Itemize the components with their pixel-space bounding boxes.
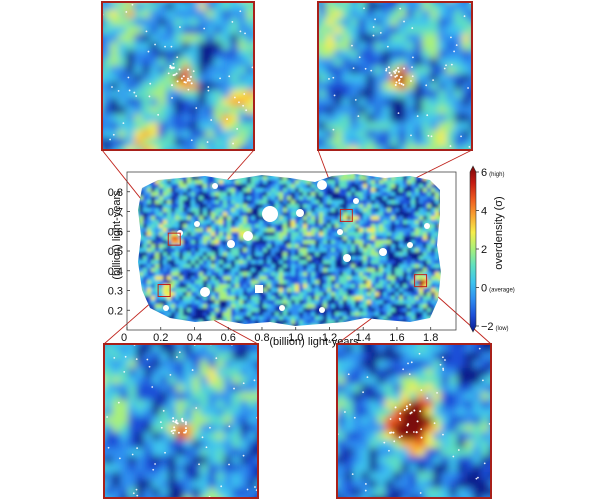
y-axis: 0.2 0.3 0.4 0.5 0.6 0.7 0.8 [108, 187, 130, 317]
x-axis: 0 0.2 0.4 0.6 0.8 1.0 1.2 1.4 1.6 1.8 [121, 327, 438, 344]
x-tick-label: 1.6 [389, 332, 404, 344]
zoom-panel-2 [317, 1, 473, 151]
x-tick-label: 1.4 [356, 332, 371, 344]
y-tick-label: 0.7 [108, 207, 123, 219]
zoom-panel-1 [101, 1, 255, 151]
heatmap-cells [138, 174, 441, 326]
x-tick-label: 1.8 [423, 332, 438, 344]
colorbar-gradient [469, 165, 477, 333]
y-axis-label: (billion) light-years [111, 190, 123, 280]
y-tick-label: 0.2 [108, 305, 123, 317]
heatmap-plot-area [126, 171, 457, 331]
x-tick-label: 0 [121, 332, 127, 344]
colorbar-tick-label: 6 (high) [481, 167, 504, 179]
x-tick-label: 1.2 [322, 332, 337, 344]
region-marker-4 [414, 274, 428, 288]
masked-holes [163, 180, 430, 313]
zoom-panel-4 [336, 343, 492, 499]
colorbar-label: overdensity (σ) [493, 196, 505, 269]
colorbar-ticks: 6 (high) 4 2 0 (average) −2 (low) [476, 167, 515, 333]
x-tick-label: 0.6 [221, 332, 236, 344]
x-tick-label: 0.8 [254, 332, 269, 344]
colorbar-tick-label: −2 (low) [481, 321, 509, 333]
region-marker-1 [167, 232, 181, 246]
y-tick-label: 0.4 [108, 266, 123, 278]
colorbar-tick-label: 2 [481, 244, 487, 256]
zoom-panel-3 [103, 343, 259, 499]
highlighted-region-markers [157, 208, 428, 297]
region-marker-2 [339, 208, 353, 222]
zoom-panels [101, 1, 492, 499]
x-tick-label: 1.0 [288, 332, 303, 344]
colorbar-tick-label: 4 [481, 206, 487, 218]
x-tick-label: 0.2 [153, 332, 168, 344]
y-tick-label: 0.3 [108, 286, 123, 298]
y-tick-label: 0.8 [108, 187, 123, 199]
y-tick-label: 0.5 [108, 246, 123, 258]
region-marker-3 [157, 284, 171, 297]
colorbar: 6 (high) 4 2 0 (average) −2 (low) overdensity (… [469, 165, 515, 333]
x-tick-label: 0.4 [187, 332, 202, 344]
y-tick-label: 0.6 [108, 226, 123, 238]
colorbar-tick-label: 0 (average) [481, 283, 515, 295]
